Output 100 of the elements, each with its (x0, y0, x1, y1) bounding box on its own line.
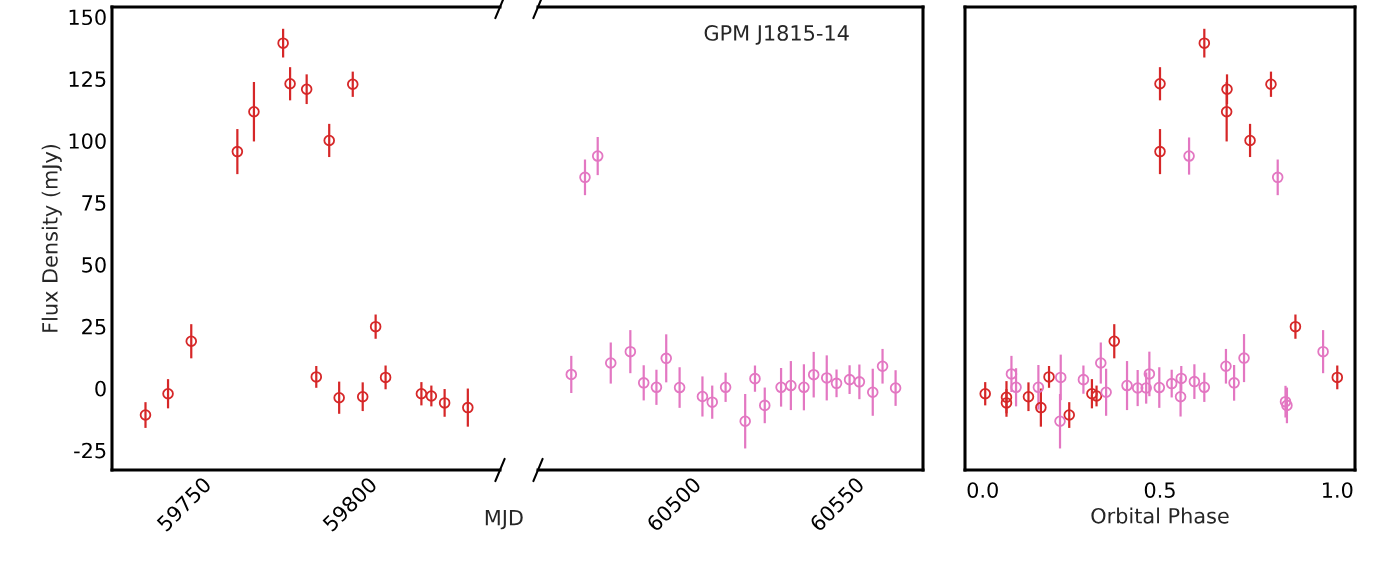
point (1000, 397, 1013, 409)
point (379, 371, 392, 384)
point (277, 37, 289, 49)
point (1140, 382, 1152, 394)
point (1271, 171, 1284, 184)
point (579, 171, 591, 184)
point (1281, 399, 1293, 412)
point (775, 381, 787, 394)
point (565, 368, 578, 381)
y-tick-label: 150 (69, 9, 106, 26)
y-tick-label: -25 (74, 442, 106, 459)
point (310, 371, 323, 383)
point (876, 360, 889, 373)
point (1175, 372, 1188, 385)
point (1043, 371, 1055, 383)
x-axis-title: Orbital Phase (1091, 507, 1229, 524)
point (1095, 357, 1107, 369)
point (369, 320, 382, 333)
y-tick-label: 0 (95, 380, 106, 397)
point (1100, 386, 1112, 399)
point (853, 376, 866, 388)
x-tick-label: 0.5 (1144, 482, 1175, 498)
point (1198, 37, 1211, 49)
point (1188, 375, 1201, 388)
point (139, 409, 152, 421)
x-tick-label: 1.0 (1323, 482, 1353, 498)
point (1198, 381, 1211, 394)
point (1265, 78, 1277, 91)
point (162, 387, 174, 400)
point (1090, 390, 1103, 402)
point (415, 387, 428, 400)
point (696, 390, 709, 403)
point (591, 150, 604, 162)
point (624, 345, 637, 358)
point (1154, 77, 1166, 90)
x-axis-title: MJD (485, 510, 523, 530)
point (843, 373, 856, 386)
point (637, 377, 650, 389)
point (749, 372, 761, 385)
point (438, 397, 451, 409)
point (1063, 409, 1076, 421)
point (1086, 387, 1098, 400)
point (1005, 368, 1018, 380)
point (1154, 145, 1166, 158)
point (660, 352, 672, 365)
text: GPM J1815-14 (704, 25, 849, 45)
point (300, 83, 313, 95)
point (1289, 320, 1302, 333)
point (830, 377, 843, 390)
point (333, 391, 345, 404)
point (1279, 395, 1292, 408)
point (1331, 371, 1344, 384)
point (706, 396, 718, 408)
y-tick-label: 75 (82, 195, 106, 211)
point (1221, 83, 1233, 95)
point (284, 77, 296, 90)
point (1121, 379, 1133, 392)
y-axis-title: Flux Density (mJy) (41, 144, 62, 332)
point (1054, 415, 1066, 427)
point (1220, 360, 1232, 373)
point (1244, 134, 1256, 147)
point (650, 381, 663, 394)
point (248, 105, 260, 118)
point (1032, 381, 1045, 394)
point (719, 381, 732, 394)
point (979, 387, 991, 400)
point (785, 379, 797, 392)
y-tick-label: 25 (82, 318, 106, 335)
y-tick-label: 100 (69, 133, 106, 149)
point (1035, 401, 1047, 414)
point (1022, 390, 1035, 403)
point (1174, 390, 1187, 403)
point (356, 390, 369, 403)
point (820, 372, 833, 384)
y-tick-label: 125 (69, 71, 106, 88)
point (739, 415, 751, 427)
point (1010, 381, 1022, 394)
point (1183, 150, 1195, 162)
point (807, 368, 820, 381)
point (1143, 368, 1156, 380)
y-tick-label: 50 (82, 256, 106, 273)
point (1131, 382, 1144, 394)
point (1108, 335, 1121, 348)
point (323, 134, 335, 147)
point (1220, 105, 1233, 118)
point (1153, 381, 1166, 394)
point (462, 401, 474, 414)
point (798, 381, 810, 394)
point (604, 357, 617, 369)
point (889, 382, 902, 394)
point (1238, 352, 1250, 364)
point (1054, 371, 1067, 384)
point (425, 390, 438, 402)
point (1165, 377, 1178, 390)
point (1228, 377, 1240, 389)
point (1317, 345, 1329, 358)
point (866, 386, 879, 399)
point (185, 335, 198, 348)
point (673, 381, 686, 394)
x-tick-label: 0.0 (967, 482, 998, 498)
